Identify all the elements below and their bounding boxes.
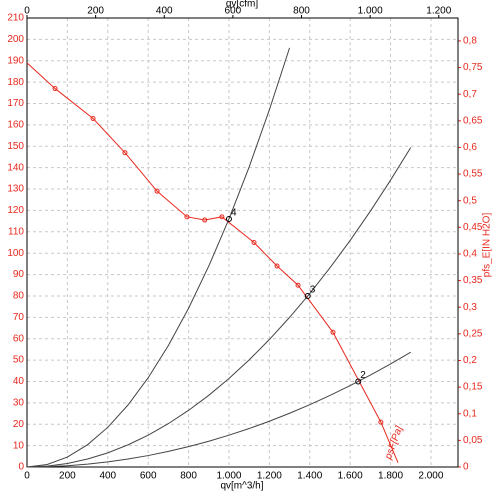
x-tick-label: 1.800 [378, 471, 403, 482]
x-tick-label: 1.400 [297, 471, 322, 482]
y-tick-label: 10 [13, 440, 25, 451]
x2-tick-label: 200 [87, 6, 104, 17]
marker [274, 263, 280, 269]
y2-tick-label: 0,65 [463, 115, 483, 126]
top-axis-title: qv[cfm] [226, 0, 258, 10]
x2-tick-label: 1.000 [358, 6, 383, 17]
x-tick-label: 1.600 [338, 471, 363, 482]
y-tick-label: 130 [7, 184, 24, 195]
y-tick-label: 180 [7, 77, 24, 88]
plot-frame [26, 17, 459, 468]
marker [90, 115, 96, 121]
marker [251, 240, 257, 245]
series-line [26, 62, 399, 463]
right-axis-title: pfs_E[IN H2O] [482, 213, 493, 278]
y-tick-label: 90 [13, 269, 25, 280]
y-tick-label: 80 [13, 291, 25, 302]
y2-tick-label: 0,1 [463, 408, 477, 419]
marker [184, 214, 190, 220]
x-axis-title: qv[m^3/h] [220, 481, 263, 492]
x2-tick-label: 800 [293, 6, 310, 17]
marker [330, 329, 336, 335]
y2-tick-label: 0,55 [463, 169, 483, 180]
y-tick-label: 210 [7, 13, 24, 24]
point-label: 4 [231, 208, 237, 219]
y-tick-label: 170 [7, 98, 24, 109]
series-label: psF[Pa] [383, 424, 406, 461]
y-tick-label: 150 [7, 141, 24, 152]
series-line [26, 351, 411, 468]
x-tick-label: 0 [24, 471, 30, 482]
series-line [26, 47, 291, 468]
y2-tick-label: 0,35 [463, 275, 483, 286]
x2-tick-label: 600 [225, 6, 242, 17]
y-tick-label: 140 [7, 162, 24, 173]
marker [122, 150, 128, 156]
x-tick-label: 400 [99, 471, 116, 482]
y2-tick-label: 0,15 [463, 382, 483, 393]
x-tick-label: 200 [59, 471, 76, 482]
marker [202, 217, 208, 223]
marker [154, 188, 160, 194]
point-label: 3 [310, 285, 316, 296]
y2-tick-label: 0,2 [463, 355, 477, 366]
y-tick-label: 190 [7, 55, 24, 66]
x2-tick-label: 0 [24, 6, 30, 17]
operating-point [225, 215, 232, 222]
x-tick-label: 800 [180, 471, 197, 482]
x-tick-label: 1.200 [257, 471, 282, 482]
y-tick-label: 160 [7, 120, 24, 131]
y-tick-label: 60 [13, 333, 25, 344]
y2-tick-label: 0,75 [463, 62, 483, 73]
y-tick-label: 120 [7, 205, 24, 216]
y2-tick-label: 0,45 [463, 222, 483, 233]
marker [52, 86, 58, 92]
x-tick-label: 600 [140, 471, 157, 482]
y-tick-label: 70 [13, 312, 25, 323]
x-tick-label: 1.000 [216, 471, 241, 482]
y-tick-label: 50 [13, 355, 25, 366]
x2-tick-label: 400 [156, 6, 173, 17]
y2-tick-label: 0,5 [463, 195, 477, 206]
x-tick-label: 2.000 [418, 471, 443, 482]
y2-tick-label: 0,8 [463, 36, 477, 47]
y-tick-label: 30 [13, 397, 25, 408]
y2-tick-label: 0,4 [463, 249, 477, 260]
x2-tick-label: 1.200 [426, 6, 451, 17]
series-line [26, 147, 412, 468]
y2-tick-label: 0,3 [463, 302, 477, 313]
y2-tick-label: 0,05 [463, 435, 483, 446]
marker [219, 214, 225, 220]
y-tick-label: 110 [8, 226, 24, 237]
y-tick-label: 200 [7, 34, 24, 45]
marker [378, 419, 384, 425]
operating-point [355, 378, 362, 385]
point-label: 2 [360, 370, 366, 381]
y2-tick-label: 0,7 [463, 89, 477, 100]
y-tick-label: 0 [18, 462, 24, 473]
y2-tick-label: 0,6 [463, 142, 477, 153]
y2-tick-label: 0 [463, 462, 469, 473]
marker [295, 282, 301, 288]
operating-point [304, 292, 311, 299]
y-tick-label: 40 [13, 376, 25, 387]
y2-tick-label: 0,25 [463, 328, 483, 339]
y-tick-label: 100 [7, 248, 24, 259]
y-tick-label: 20 [13, 419, 25, 430]
